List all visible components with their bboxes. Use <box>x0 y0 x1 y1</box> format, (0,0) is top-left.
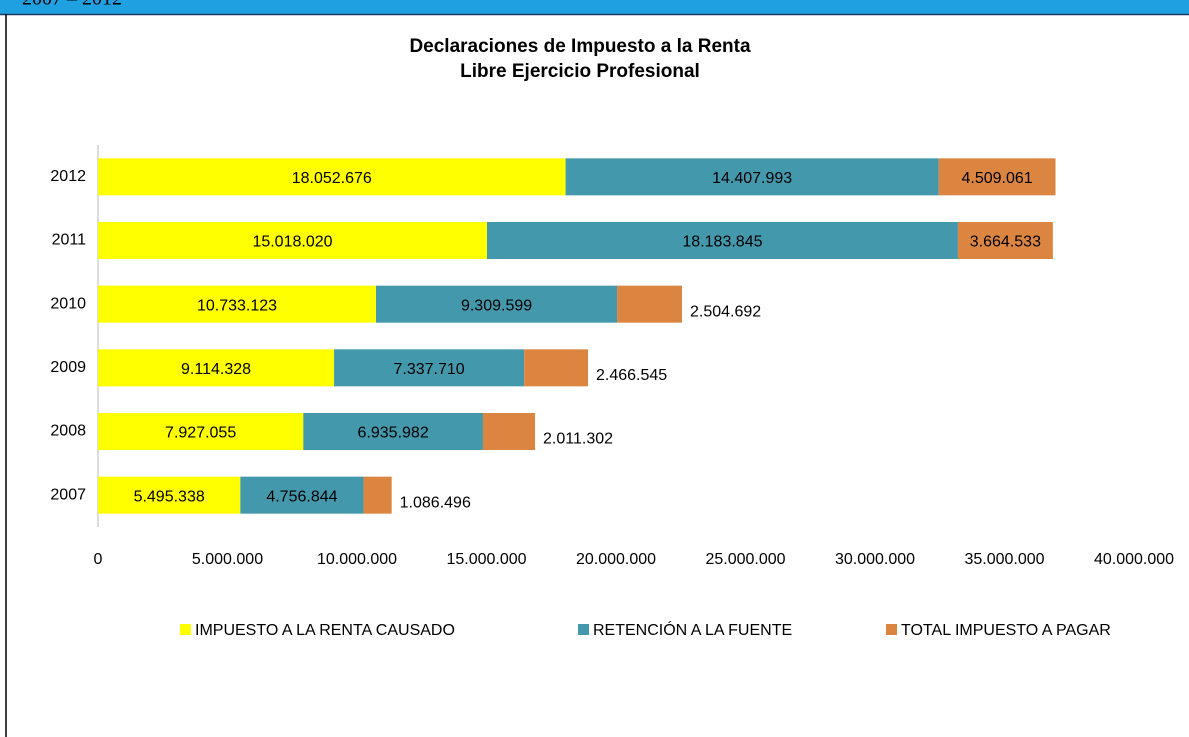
legend-swatch <box>578 624 589 635</box>
x-tick-label: 0 <box>94 551 103 568</box>
data-label: 3.664.533 <box>970 234 1041 251</box>
bar-segment <box>938 158 1056 196</box>
bar-segment <box>98 349 335 387</box>
legend-swatch <box>180 624 191 635</box>
bar-segment <box>98 476 241 514</box>
legend-swatch <box>886 624 897 635</box>
data-label: 4.756.844 <box>266 488 337 505</box>
x-tick-label: 30.000.000 <box>835 551 915 568</box>
data-label: 9.309.599 <box>461 297 532 314</box>
y-tick-label: 2007 <box>50 486 86 503</box>
data-label: 15.018.020 <box>252 234 332 251</box>
x-tick-label: 5.000.000 <box>192 551 263 568</box>
bar-segment <box>98 285 376 323</box>
bar-segment <box>957 222 1053 259</box>
legend-label: RETENCIÓN A LA FUENTE <box>593 620 792 639</box>
y-tick-label: 2009 <box>50 359 86 376</box>
data-label: 18.183.845 <box>682 234 762 251</box>
y-tick-label: 2011 <box>52 232 87 249</box>
header-band <box>0 0 1189 14</box>
chart-title: Declaraciones de Impuesto a la Renta <box>409 36 751 57</box>
data-label: 14.407.993 <box>712 170 792 187</box>
data-label: 2.466.545 <box>596 367 667 384</box>
data-label: 2.504.692 <box>690 303 761 320</box>
x-tick-label: 10.000.000 <box>317 551 397 568</box>
bar-segment <box>363 476 392 514</box>
y-tick-label: 2012 <box>50 168 86 185</box>
data-label: 10.733.123 <box>197 297 277 314</box>
y-tick-label: 2010 <box>50 295 86 312</box>
bar-segment <box>303 413 483 450</box>
bar-segment <box>98 158 566 196</box>
data-label: 18.052.676 <box>292 170 372 187</box>
legend-label: TOTAL IMPUESTO A PAGAR <box>901 622 1111 639</box>
bar-segment <box>565 158 939 196</box>
data-label: 9.114.328 <box>181 361 251 378</box>
x-tick-label: 40.000.000 <box>1094 551 1174 568</box>
x-tick-label: 20.000.000 <box>576 551 656 568</box>
data-label: 5.495.338 <box>134 488 205 505</box>
y-tick-label: 2008 <box>50 423 86 440</box>
bar-segment <box>482 413 536 450</box>
data-label: 4.509.061 <box>962 170 1033 187</box>
bar-segment <box>524 349 588 387</box>
x-tick-label: 35.000.000 <box>964 551 1044 568</box>
data-label: 6.935.982 <box>358 425 429 442</box>
bar-segment <box>98 413 304 450</box>
data-label: 2.011.302 <box>543 431 613 448</box>
x-tick-label: 15.000.000 <box>446 551 526 568</box>
bar-segment <box>334 349 525 387</box>
x-tick-label: 25.000.000 <box>705 551 785 568</box>
chart-title: Libre Ejercicio Profesional <box>460 61 700 82</box>
legend-label: IMPUESTO A LA RENTA CAUSADO <box>195 622 455 639</box>
data-label: 7.337.710 <box>393 361 464 378</box>
header-title: 2007 – 2012 <box>22 0 122 10</box>
data-label: 1.086.496 <box>400 494 471 511</box>
data-label: 7.927.055 <box>165 425 236 442</box>
bar-segment <box>98 222 487 259</box>
bar-segment <box>240 476 364 514</box>
bar-segment <box>375 285 618 323</box>
bar-segment <box>617 285 682 323</box>
bar-segment <box>486 222 958 259</box>
